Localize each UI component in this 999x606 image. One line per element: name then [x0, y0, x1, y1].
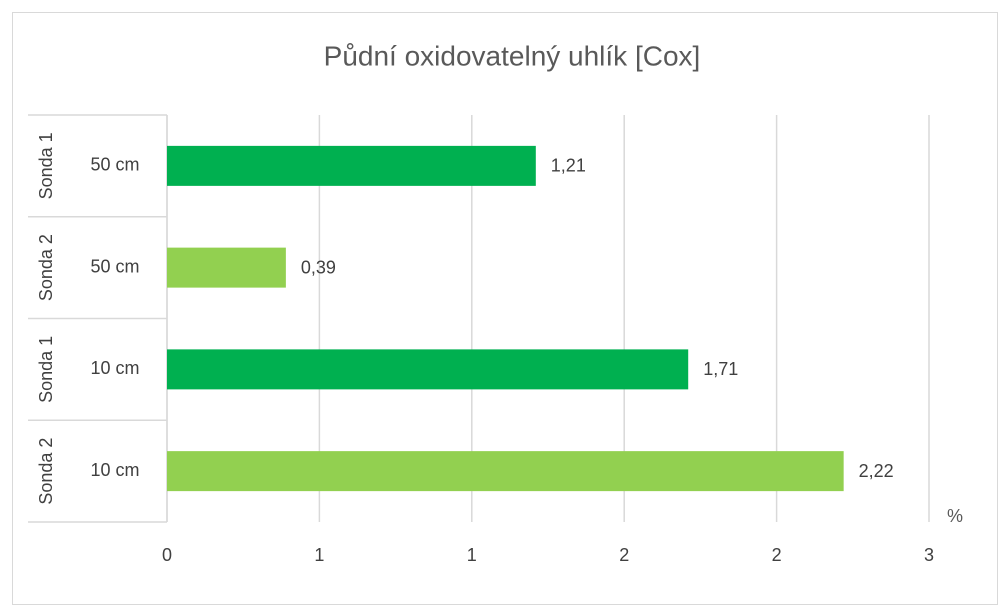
data-label: 1,21: [551, 156, 586, 176]
category-label: 10 cm: [90, 358, 139, 378]
bar: [167, 145, 536, 186]
group-label: Sonda 2: [36, 438, 56, 505]
category-label: 50 cm: [90, 155, 139, 175]
x-tick-label: 2: [619, 545, 629, 565]
category-label: 10 cm: [90, 460, 139, 480]
bar: [167, 247, 286, 288]
x-tick-label: 1: [314, 545, 324, 565]
data-label: 2,22: [859, 461, 894, 481]
chart-border: [12, 12, 998, 605]
data-label: 1,71: [703, 359, 738, 379]
data-label: 0,39: [301, 257, 336, 277]
group-label: Sonda 1: [36, 336, 56, 403]
group-label: Sonda 1: [36, 132, 56, 199]
bar: [167, 349, 689, 390]
x-axis-label: %: [947, 506, 963, 526]
x-tick-label: 0: [162, 545, 172, 565]
chart-title: Půdní oxidovatelný uhlík [Cox]: [324, 40, 701, 71]
x-tick-label: 1: [467, 545, 477, 565]
category-label: 50 cm: [90, 256, 139, 276]
bar: [167, 451, 844, 492]
group-label: Sonda 2: [36, 234, 56, 301]
x-tick-label: 3: [924, 545, 934, 565]
x-tick-label: 2: [772, 545, 782, 565]
